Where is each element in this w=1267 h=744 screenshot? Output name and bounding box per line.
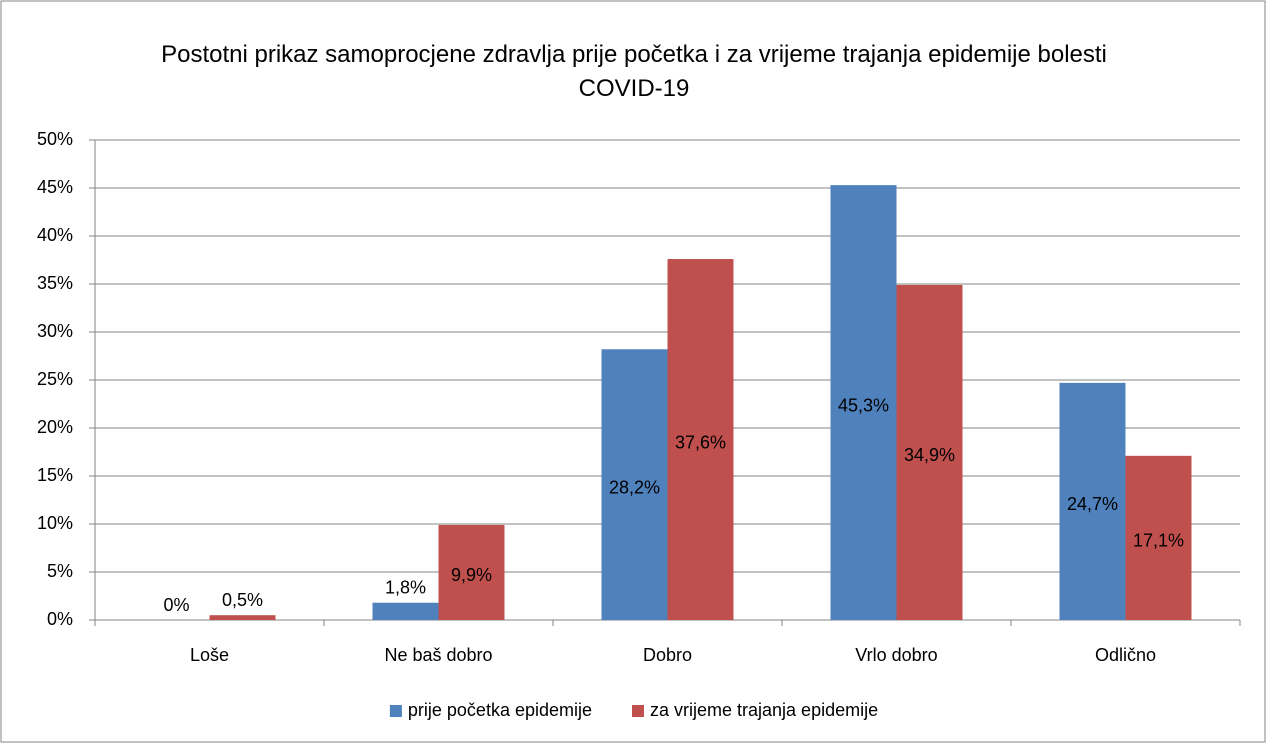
- chart-title: Postotni prikaz samoprocjene zdravlja pr…: [161, 41, 1107, 102]
- data-label: 24,7%: [1067, 494, 1118, 514]
- data-label: 9,9%: [451, 565, 492, 585]
- bar: [896, 284, 963, 620]
- y-tick-label: 0%: [47, 609, 73, 629]
- data-label: 28,2%: [609, 477, 660, 497]
- bar: [372, 602, 439, 620]
- y-tick-label: 25%: [37, 369, 73, 389]
- data-label: 37,6%: [675, 432, 726, 452]
- bar: [667, 259, 734, 620]
- y-tick-label: 40%: [37, 225, 73, 245]
- data-label: 45,3%: [838, 395, 889, 415]
- x-tick-label: Loše: [190, 645, 229, 665]
- data-label: 0%: [163, 595, 189, 615]
- y-tick-label: 10%: [37, 513, 73, 533]
- bar: [438, 524, 505, 620]
- bar: [209, 615, 276, 620]
- data-label: 34,9%: [904, 445, 955, 465]
- y-tick-label: 35%: [37, 273, 73, 293]
- y-tick-label: 5%: [47, 561, 73, 581]
- x-tick-label: Ne baš dobro: [384, 645, 492, 665]
- x-tick-label: Vrlo dobro: [855, 645, 937, 665]
- y-tick-label: 45%: [37, 177, 73, 197]
- x-tick-label: Dobro: [643, 645, 692, 665]
- bar: [601, 349, 668, 620]
- y-tick-label: 50%: [37, 129, 73, 149]
- data-label: 17,1%: [1133, 531, 1184, 551]
- x-tick-label: Odlično: [1095, 645, 1156, 665]
- y-tick-label: 15%: [37, 465, 73, 485]
- y-tick-label: 20%: [37, 417, 73, 437]
- data-label: 0,5%: [222, 590, 263, 610]
- data-label: 1,8%: [385, 577, 426, 597]
- bar: [1125, 455, 1192, 620]
- legend-label: za vrijeme trajanja epidemije: [650, 700, 878, 720]
- y-tick-label: 30%: [37, 321, 73, 341]
- bar: [830, 185, 897, 620]
- legend-swatch: [632, 705, 644, 717]
- bar: [1059, 382, 1126, 620]
- legend-swatch: [389, 705, 402, 717]
- legend-label: prije početka epidemije: [408, 700, 592, 720]
